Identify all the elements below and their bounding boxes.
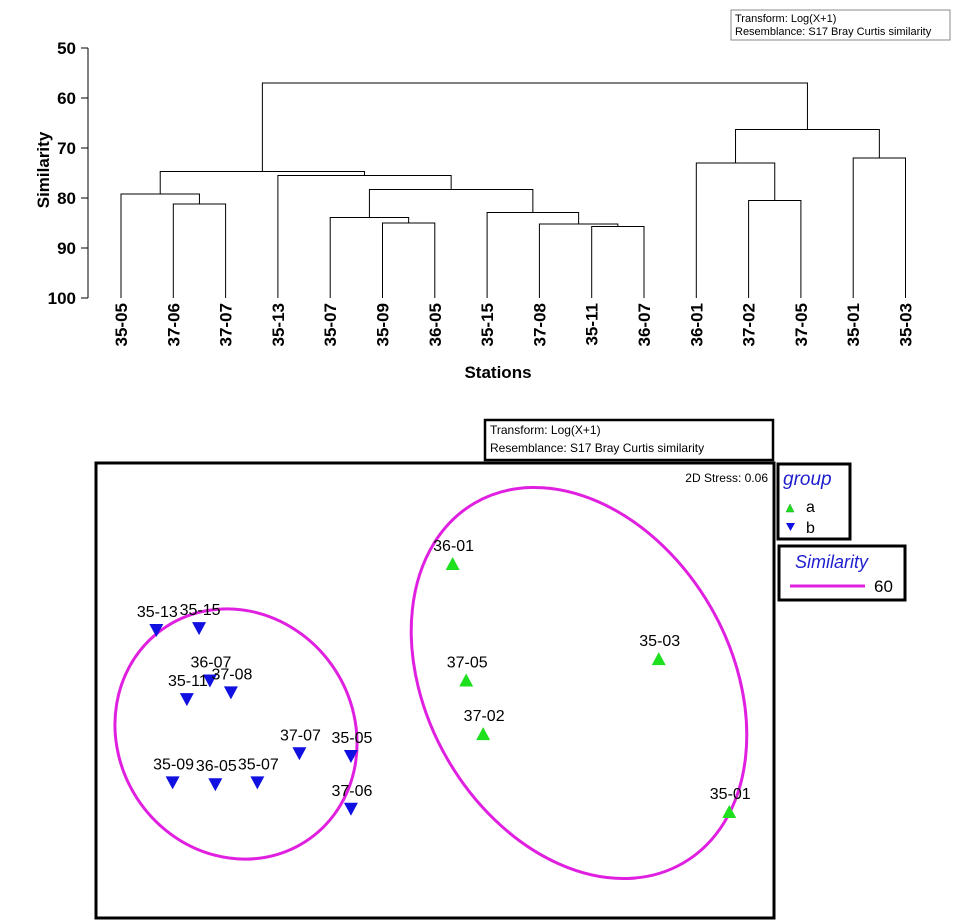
dendrogram-y-axis-label: Similarity <box>34 131 53 208</box>
y-tick-label: 100 <box>48 289 76 308</box>
mds-point-label: 37-02 <box>464 708 505 725</box>
leaf-label: 35-05 <box>112 303 131 346</box>
mds-resemblance-label: Resemblance: S17 Bray Curtis similarity <box>490 441 704 455</box>
leaf-label: 35-03 <box>897 303 916 346</box>
mds-plot-frame <box>94 461 776 920</box>
dendrogram-branch <box>277 175 452 298</box>
dendrogram-branch <box>329 217 410 298</box>
mds-point-37-05 <box>459 673 474 687</box>
dendrogram: Transform: Log(X+1) Resemblance: S17 Bra… <box>34 9 951 382</box>
group-legend: group a b <box>776 462 852 541</box>
mds-point-35-11 <box>179 693 194 707</box>
mds-point-35-13 <box>149 623 164 637</box>
group-legend-item-a: a <box>806 499 815 516</box>
legend-triangle-down-icon <box>786 523 795 531</box>
dendrogram-branch <box>261 82 808 172</box>
mds-point-label: 35-13 <box>137 604 178 621</box>
dendrogram-y-ticks: 50 60 70 80 90 100 <box>48 39 88 308</box>
similarity-legend-title: Similarity <box>795 552 869 572</box>
dendrogram-branch <box>172 203 227 298</box>
leaf-label: 36-07 <box>635 303 654 346</box>
similarity-contour-group-b <box>113 607 359 861</box>
group-legend-title: group <box>783 469 832 490</box>
leaf-label: 35-13 <box>269 303 288 346</box>
leaf-label: 37-02 <box>740 303 759 346</box>
dendrogram-branch <box>120 193 200 298</box>
stress-label: 2D Stress: 0.06 <box>685 471 768 485</box>
mds-point-label: 37-07 <box>280 727 321 744</box>
leaf-label: 37-06 <box>164 303 183 346</box>
dendrogram-branch <box>159 171 366 194</box>
y-tick-label: 90 <box>57 239 76 258</box>
mds-point-35-03 <box>651 652 666 666</box>
mds-point-36-05 <box>208 778 223 792</box>
y-tick-label: 70 <box>57 139 76 158</box>
mds-plot: Transform: Log(X+1) Resemblance: S17 Bra… <box>94 418 907 920</box>
leaf-label: 35-07 <box>321 303 340 346</box>
mds-point-label: 36-01 <box>433 538 474 555</box>
dendrogram-transform-label: Transform: Log(X+1) <box>735 13 836 25</box>
dendrogram-x-axis-label: Stations <box>464 363 531 382</box>
mds-point-37-07 <box>292 747 307 761</box>
leaf-label: 37-07 <box>217 303 236 346</box>
mds-point-36-07 <box>202 674 217 688</box>
group-legend-item-b: b <box>806 520 815 537</box>
leaf-label: 35-01 <box>844 303 863 346</box>
mds-point-label: 35-09 <box>153 756 194 773</box>
dendrogram-branch <box>591 226 645 298</box>
mds-point-label: 37-08 <box>211 666 252 683</box>
mds-point-label: 35-05 <box>331 730 372 747</box>
mds-point-label: 36-05 <box>196 758 237 775</box>
mds-point-35-05 <box>343 750 358 764</box>
mds-point-35-01 <box>722 804 737 818</box>
dendrogram-resemblance-label: Resemblance: S17 Bray Curtis similarity <box>735 26 932 38</box>
dendrogram-branch <box>748 200 802 298</box>
mds-point-label: 37-06 <box>331 783 372 800</box>
mds-point-35-09 <box>165 776 180 790</box>
leaf-label: 37-08 <box>530 303 549 346</box>
mds-point-label: 35-11 <box>168 673 208 690</box>
mds-point-35-15 <box>192 622 207 636</box>
dendrogram-branch <box>382 222 436 298</box>
dendrogram-branch <box>852 157 906 298</box>
dendrogram-branch <box>695 162 776 298</box>
mds-point-label: 37-05 <box>447 654 488 671</box>
y-tick-label: 50 <box>57 39 76 58</box>
leaf-label: 36-05 <box>426 303 445 346</box>
mds-point-label: 35-15 <box>180 602 221 619</box>
leaf-label: 36-01 <box>687 303 706 346</box>
y-tick-label: 80 <box>57 189 76 208</box>
mds-point-label: 35-07 <box>238 756 279 773</box>
legend-triangle-up-icon <box>785 503 795 513</box>
dendrogram-branch <box>368 189 534 218</box>
mds-point-37-02 <box>476 727 491 741</box>
y-tick-label: 60 <box>57 89 76 108</box>
mds-point-label: 35-01 <box>710 786 751 803</box>
mds-point-37-08 <box>223 686 238 700</box>
mds-point-35-07 <box>250 776 265 790</box>
mds-annotation-box: Transform: Log(X+1) Resemblance: S17 Bra… <box>483 418 775 462</box>
dendrogram-leaf-labels: 35-05 37-06 37-07 35-13 35-07 35-09 36-05 35-15… <box>112 303 916 346</box>
leaf-label: 35-15 <box>478 303 497 346</box>
dendrogram-branch <box>538 223 619 298</box>
mds-point-36-01 <box>445 557 460 571</box>
similarity-contour-group-a <box>409 485 749 881</box>
mds-points: 36-01 35-03 37-05 37-02 35-01 35-13 35-15 36-07… <box>137 538 751 818</box>
leaf-label: 37-05 <box>792 303 811 346</box>
similarity-legend-value: 60 <box>874 577 893 596</box>
mds-point-label: 36-07 <box>190 654 231 671</box>
mds-point-label: 35-03 <box>639 633 680 650</box>
mds-transform-label: Transform: Log(X+1) <box>490 423 601 437</box>
leaf-label: 35-11 <box>583 303 602 346</box>
similarity-legend: Similarity 60 <box>777 544 907 602</box>
dendrogram-branches <box>120 82 906 298</box>
dendrogram-branch <box>486 212 580 298</box>
mds-point-37-06 <box>343 802 358 816</box>
dendrogram-annotation-box: Transform: Log(X+1) Resemblance: S17 Bra… <box>730 9 951 41</box>
leaf-label: 35-09 <box>374 303 393 346</box>
